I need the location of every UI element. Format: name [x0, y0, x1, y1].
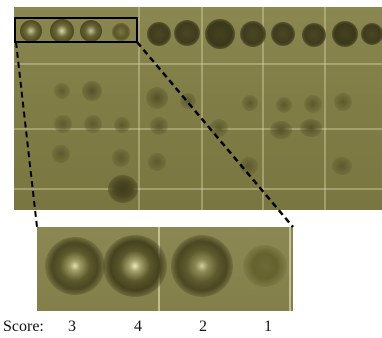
score-value: 1	[264, 318, 272, 335]
inset-spot-score-2	[171, 235, 233, 297]
score-value: 4	[134, 318, 142, 335]
zoom-line-left	[15, 41, 38, 228]
colony-spot	[147, 22, 171, 46]
score-label: Score:	[3, 318, 44, 335]
inset-spot-score-3	[45, 237, 105, 295]
score-value: 2	[199, 318, 207, 335]
plate-grid-line	[262, 7, 264, 210]
highlight-box	[14, 17, 138, 43]
colony-spot	[80, 20, 102, 42]
colony-spot	[84, 115, 102, 133]
colony-spot	[361, 23, 382, 45]
colony-spot	[270, 121, 292, 139]
colony-spot	[82, 81, 102, 101]
score-row: Score: 3 4 2 1	[0, 318, 382, 338]
colony-spot	[54, 83, 70, 99]
colony-spot	[210, 119, 228, 137]
colony-spot	[240, 157, 258, 175]
colony-spot	[112, 149, 130, 167]
colony-spot	[271, 22, 295, 46]
colony-spot	[54, 115, 72, 133]
score-value: 3	[68, 318, 76, 335]
colony-spot	[108, 175, 138, 203]
plate-grid-line	[14, 128, 382, 130]
zoomed-inset-photo	[37, 227, 293, 311]
inset-spot-score-1	[243, 245, 287, 287]
inset-grid-line	[289, 227, 291, 311]
colony-spot	[205, 19, 235, 49]
colony-spot	[174, 20, 200, 46]
colony-spot	[332, 157, 352, 175]
colony-spot	[150, 117, 168, 135]
plate-grid-line	[324, 7, 326, 210]
colony-spot	[50, 19, 74, 43]
colony-spot	[334, 93, 352, 111]
assay-plate-photo	[14, 7, 382, 210]
inset-spot-score-4	[103, 235, 167, 297]
colony-spot	[20, 20, 42, 42]
colony-spot	[240, 21, 266, 47]
colony-spot	[332, 21, 358, 47]
colony-spot	[276, 97, 292, 113]
colony-spot	[114, 117, 130, 133]
plate-grid-line	[201, 7, 203, 210]
colony-spot	[304, 95, 322, 113]
colony-spot	[300, 119, 322, 137]
plate-grid-line	[138, 7, 140, 210]
colony-spot	[52, 145, 70, 163]
zoom-line-right	[136, 41, 294, 228]
plate-grid-line	[14, 188, 382, 190]
plate-grid-line	[14, 63, 382, 65]
colony-spot	[146, 87, 168, 109]
colony-spot	[302, 23, 326, 47]
colony-spot	[112, 23, 130, 41]
colony-spot	[148, 153, 166, 171]
colony-spot	[242, 95, 258, 111]
